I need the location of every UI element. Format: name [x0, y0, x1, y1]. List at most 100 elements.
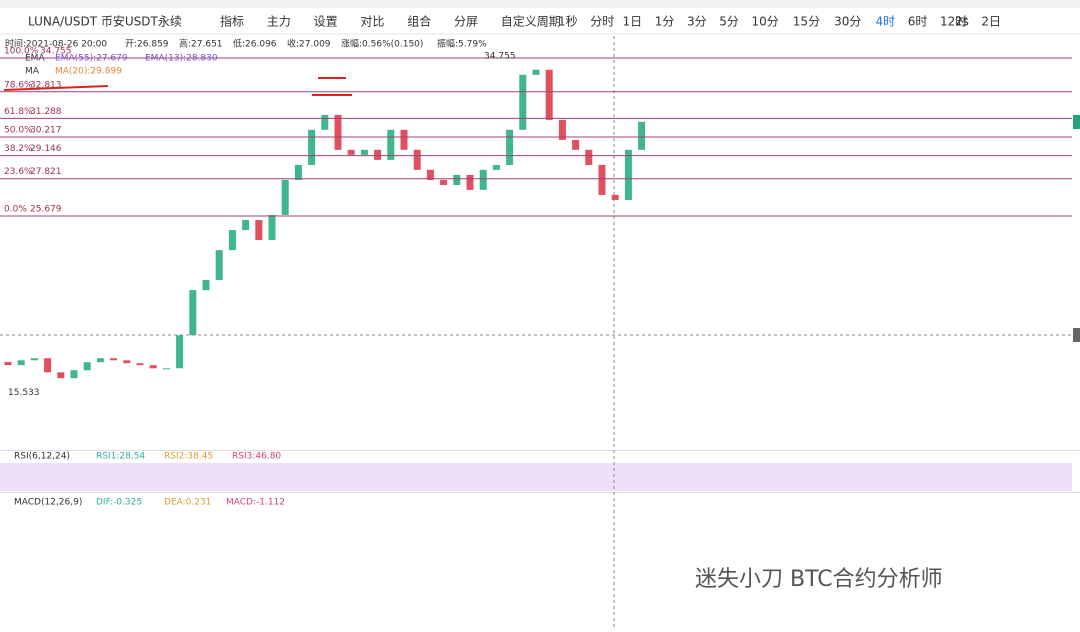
indicator-value: DIF:-0.325 [96, 498, 142, 508]
fib-ratio: 78.6% [4, 80, 33, 90]
candle [149, 365, 157, 369]
candle [360, 149, 368, 155]
candle [492, 164, 500, 170]
toolbar-button[interactable]: 设置 [314, 15, 338, 29]
candle [215, 250, 223, 281]
toolbar-button[interactable]: 主力 [267, 15, 291, 29]
candle [44, 358, 52, 373]
toolbar-button[interactable]: 指标 [220, 14, 244, 29]
candle [110, 358, 118, 361]
candle [598, 164, 606, 195]
info: 高:27.651 [179, 38, 223, 50]
candle [440, 179, 448, 185]
fib-ratio: 0.0% [4, 205, 27, 215]
candle [638, 121, 646, 150]
info: 开:26.859 [125, 39, 169, 50]
candle [70, 370, 78, 379]
candle [334, 114, 342, 150]
candle [268, 214, 276, 241]
fib-ratio: 50.0% [4, 126, 33, 136]
symbol[interactable]: LUNA/USDT 币安USDT永续 [28, 14, 182, 29]
candle [17, 360, 25, 366]
info: 涨幅:0.56%(0.150) [341, 38, 423, 50]
candle [228, 230, 236, 251]
candle [294, 164, 302, 180]
candle [176, 335, 184, 369]
interval-button[interactable]: 2日 [981, 15, 1001, 29]
candle [400, 129, 408, 150]
fib-price: 34.755 [40, 47, 72, 57]
candle [413, 149, 421, 170]
candle [136, 363, 144, 366]
interval-button[interactable]: 5分 [719, 15, 739, 29]
candle [189, 290, 197, 336]
legend: MA(20):29.899 [55, 67, 122, 77]
interval-button[interactable]: 1日 [622, 15, 642, 29]
candle [57, 372, 65, 379]
interval-button[interactable]: 15分 [793, 15, 820, 29]
candle [506, 129, 514, 165]
annotation-stroke [312, 77, 352, 96]
candle [347, 149, 355, 155]
toolbar-button[interactable]: 组合 [407, 14, 431, 29]
indicator-value: MACD:-1.112 [226, 498, 285, 508]
candle [532, 69, 540, 75]
fib-ratio: 38.2% [4, 144, 33, 154]
interval-button[interactable]: 1分 [655, 15, 675, 29]
candle [281, 179, 289, 215]
candle [242, 219, 250, 231]
candle [30, 358, 38, 361]
toolbar-button[interactable]: 对比 [360, 15, 384, 29]
candle [572, 139, 580, 150]
interval-button[interactable]: 6时 [908, 15, 928, 29]
interval-button[interactable]: 3分 [687, 15, 707, 29]
candle [453, 174, 461, 185]
fib-ratio: 23.6% [4, 167, 33, 177]
cross-marker [1073, 328, 1080, 342]
speed[interactable]: 2s [955, 15, 969, 29]
info: 时间:2021-08-26 20:00 [5, 38, 107, 50]
divider [0, 492, 1080, 493]
candle [585, 149, 593, 165]
high-label: 34.755 [484, 52, 516, 62]
interval-button[interactable]: 10分 [751, 15, 778, 29]
interval-button[interactable]: 分时 [590, 15, 614, 29]
candle [519, 74, 527, 130]
toolbar-button[interactable]: 自定义周期 [501, 14, 561, 29]
low-label: 15.533 [8, 388, 40, 398]
candle [466, 174, 474, 190]
indicator-title: RSI(6,12,24) [14, 452, 70, 462]
candle [96, 358, 104, 363]
candle [558, 119, 566, 140]
divider [0, 450, 1080, 451]
fib-price: 30.217 [30, 126, 62, 136]
info: 振幅:5.79% [437, 38, 487, 50]
interval-button[interactable]: 12时 [940, 15, 967, 29]
candle [374, 149, 382, 160]
candle [83, 362, 91, 371]
indicator-value: RSI2:38.45 [164, 452, 213, 462]
fib-ratio: 61.8% [4, 107, 33, 117]
candle [321, 114, 329, 130]
candle [4, 361, 12, 366]
candle [123, 360, 131, 364]
candle [624, 149, 632, 200]
candle [611, 194, 619, 200]
candle [479, 169, 487, 190]
rsi-band [0, 463, 1072, 491]
interval-button[interactable]: 4时 [876, 15, 896, 29]
toolbar-button[interactable]: 分屏 [454, 15, 478, 29]
candle [162, 368, 170, 370]
interval-button[interactable]: 1秒 [558, 15, 578, 29]
indicator-title: MACD(12,26,9) [14, 498, 82, 508]
fib-price: 29.146 [30, 144, 62, 154]
candle [387, 129, 395, 160]
candle [308, 129, 316, 165]
candle [255, 219, 263, 241]
legend: MA [25, 67, 40, 77]
interval-button[interactable]: 30分 [834, 15, 861, 29]
fib-price: 31.288 [30, 107, 62, 117]
candles [4, 69, 646, 379]
